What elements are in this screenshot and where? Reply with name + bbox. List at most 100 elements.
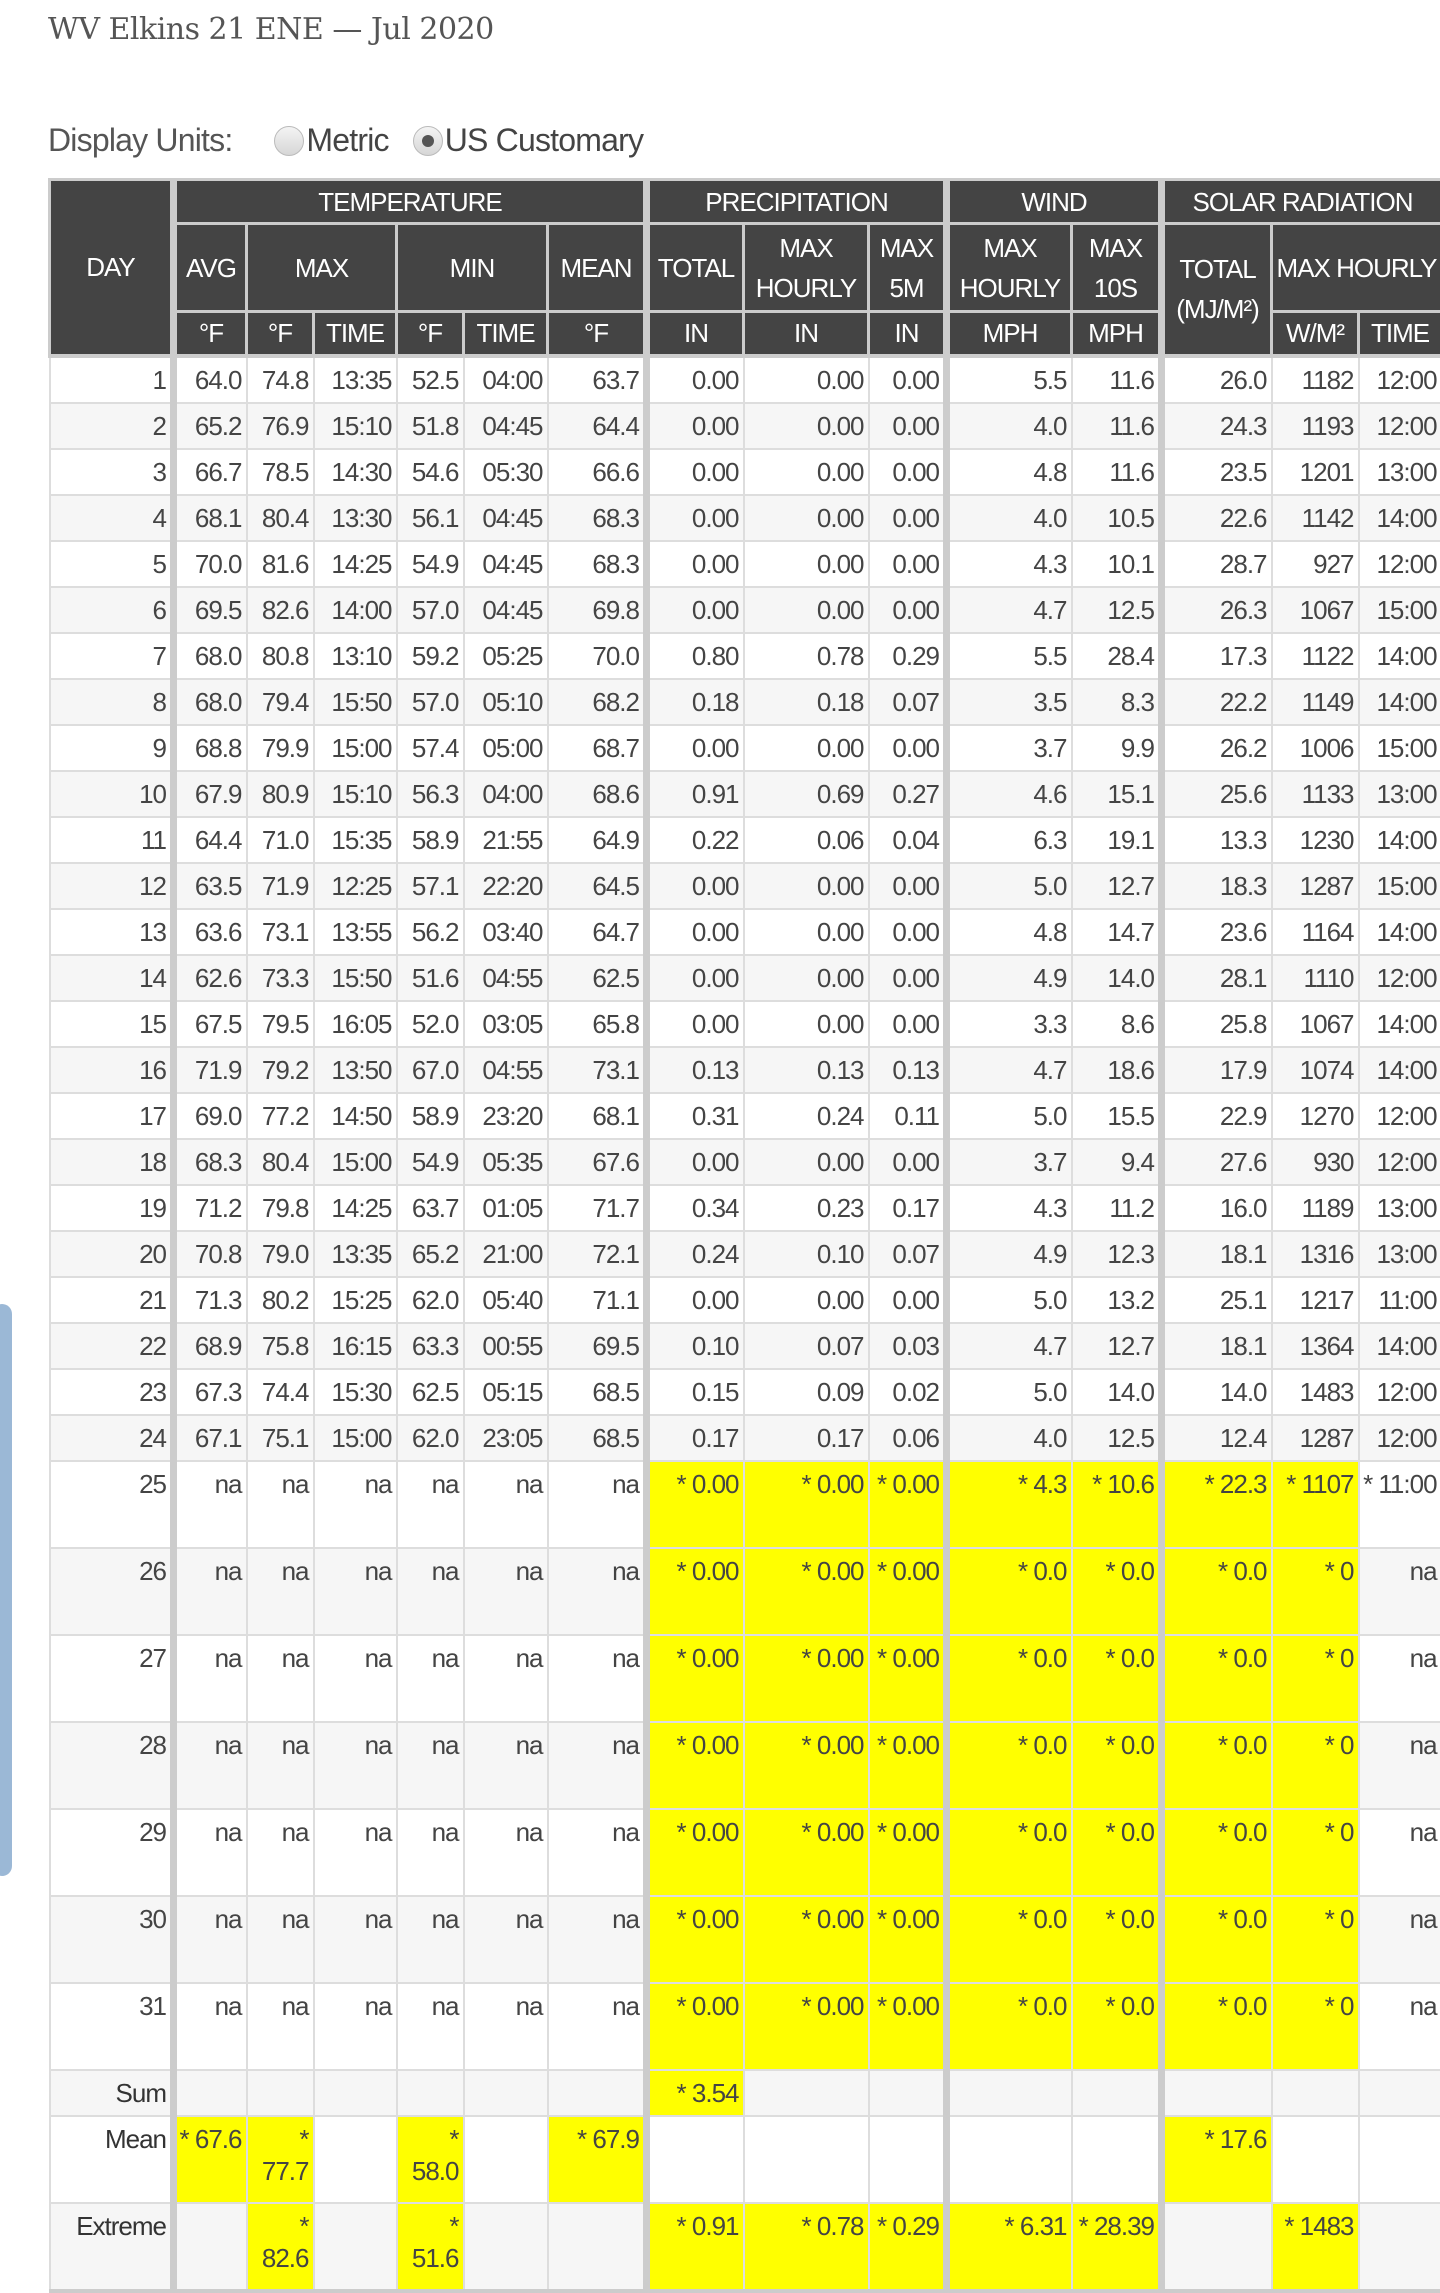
day-cell: 31 bbox=[50, 1983, 174, 2070]
day-cell: 27 bbox=[50, 1635, 174, 1722]
data-cell: 01:05 bbox=[464, 1185, 548, 1231]
data-cell: 1110 bbox=[1272, 955, 1359, 1001]
data-cell: 12:00 bbox=[1359, 1415, 1440, 1461]
metric-label[interactable]: Metric bbox=[306, 122, 388, 159]
data-cell: 05:15 bbox=[464, 1369, 548, 1415]
data-cell: 5.5 bbox=[947, 633, 1072, 679]
unit-header: MPH bbox=[1072, 312, 1162, 356]
data-cell: 23:05 bbox=[464, 1415, 548, 1461]
data-cell: * 0.00 bbox=[869, 1548, 947, 1635]
data-cell: 0.00 bbox=[744, 587, 869, 633]
day-cell: 8 bbox=[50, 679, 174, 725]
data-cell: 14:00 bbox=[1359, 1047, 1440, 1093]
daily-data-table: DAY TEMPERATURE PRECIPITATION WIND SOLAR… bbox=[48, 178, 1440, 2293]
data-cell: 05:30 bbox=[464, 449, 548, 495]
data-cell: na bbox=[548, 1461, 647, 1548]
side-scroll-tab[interactable] bbox=[0, 1304, 12, 1876]
data-cell: 0.07 bbox=[869, 679, 947, 725]
metric-option[interactable]: Metric bbox=[274, 122, 388, 159]
data-cell: na bbox=[1359, 1983, 1440, 2070]
day-cell: 11 bbox=[50, 817, 174, 863]
data-cell: 15:00 bbox=[1359, 587, 1440, 633]
data-cell: * 0.0 bbox=[1162, 1896, 1272, 1983]
data-cell: * 0.0 bbox=[1162, 1722, 1272, 1809]
data-cell: * 0.00 bbox=[869, 1983, 947, 2070]
data-cell: * 0.0 bbox=[1162, 1635, 1272, 1722]
data-cell: 0.18 bbox=[647, 679, 744, 725]
data-cell bbox=[1162, 2070, 1272, 2116]
data-cell: 4.9 bbox=[947, 955, 1072, 1001]
data-cell: 0.18 bbox=[744, 679, 869, 725]
data-cell: 10.5 bbox=[1072, 495, 1162, 541]
data-cell: 14:00 bbox=[1359, 817, 1440, 863]
data-cell: 0.00 bbox=[869, 403, 947, 449]
data-cell: 71.7 bbox=[548, 1185, 647, 1231]
data-cell: 64.7 bbox=[548, 909, 647, 955]
data-cell: 4.3 bbox=[947, 1185, 1072, 1231]
data-cell: 14:00 bbox=[1359, 633, 1440, 679]
data-cell: 68.3 bbox=[548, 541, 647, 587]
unit-header: W/M² bbox=[1272, 312, 1359, 356]
data-cell: 74.8 bbox=[247, 356, 314, 403]
data-cell: 68.0 bbox=[174, 633, 247, 679]
data-cell: 0.00 bbox=[744, 725, 869, 771]
data-cell: 04:55 bbox=[464, 955, 548, 1001]
data-cell: 69.0 bbox=[174, 1093, 247, 1139]
data-cell: * 0.00 bbox=[744, 1722, 869, 1809]
data-cell: 68.3 bbox=[548, 495, 647, 541]
data-cell bbox=[869, 2116, 947, 2203]
summary-label: Mean bbox=[50, 2116, 174, 2203]
data-cell bbox=[397, 2070, 464, 2116]
data-cell: na bbox=[314, 1722, 397, 1809]
data-cell: 63.6 bbox=[174, 909, 247, 955]
data-cell: 67.9 bbox=[174, 771, 247, 817]
us-customary-option[interactable]: US Customary bbox=[413, 122, 643, 159]
data-cell: 81.6 bbox=[247, 541, 314, 587]
data-cell: na bbox=[314, 1461, 397, 1548]
data-cell: 67.1 bbox=[174, 1415, 247, 1461]
data-cell: 63.3 bbox=[397, 1323, 464, 1369]
data-cell: 0.10 bbox=[647, 1323, 744, 1369]
data-cell: 0.00 bbox=[744, 1001, 869, 1047]
data-cell: 0.23 bbox=[744, 1185, 869, 1231]
us-customary-radio[interactable] bbox=[413, 126, 443, 156]
data-cell: 14:30 bbox=[314, 449, 397, 495]
data-cell: 13:10 bbox=[314, 633, 397, 679]
data-cell: 05:00 bbox=[464, 725, 548, 771]
data-cell: na bbox=[247, 1809, 314, 1896]
us-customary-label[interactable]: US Customary bbox=[445, 122, 643, 159]
data-cell: * 82.6 bbox=[247, 2203, 314, 2291]
data-cell: 62.5 bbox=[397, 1369, 464, 1415]
data-cell: 1270 bbox=[1272, 1093, 1359, 1139]
header-precip-max-5m: MAX 5M bbox=[869, 224, 947, 312]
day-cell: 24 bbox=[50, 1415, 174, 1461]
day-cell: 15 bbox=[50, 1001, 174, 1047]
data-cell: 0.00 bbox=[869, 1277, 947, 1323]
data-cell: 54.9 bbox=[397, 1139, 464, 1185]
data-cell: 63.7 bbox=[548, 356, 647, 403]
data-cell: 4.0 bbox=[947, 495, 1072, 541]
data-cell: 0.00 bbox=[647, 909, 744, 955]
data-cell: 3.3 bbox=[947, 1001, 1072, 1047]
data-cell: 0.24 bbox=[744, 1093, 869, 1139]
metric-radio[interactable] bbox=[274, 126, 304, 156]
header-solar-max-hourly: MAX HOURLY bbox=[1272, 224, 1440, 312]
data-cell: 0.00 bbox=[869, 955, 947, 1001]
data-cell: na bbox=[548, 1548, 647, 1635]
data-cell: * 17.6 bbox=[1162, 2116, 1272, 2203]
unit-header: °F bbox=[548, 312, 647, 356]
data-cell: 14:00 bbox=[314, 587, 397, 633]
data-cell: 0.06 bbox=[744, 817, 869, 863]
data-cell: 0.29 bbox=[869, 633, 947, 679]
data-cell: 14:00 bbox=[1359, 495, 1440, 541]
data-cell: 14.0 bbox=[1072, 1369, 1162, 1415]
data-cell: 0.00 bbox=[647, 495, 744, 541]
data-cell: 05:10 bbox=[464, 679, 548, 725]
data-cell: na bbox=[314, 1809, 397, 1896]
data-cell: 0.00 bbox=[647, 1139, 744, 1185]
data-cell: * 0.0 bbox=[947, 1635, 1072, 1722]
data-cell: 17.9 bbox=[1162, 1047, 1272, 1093]
